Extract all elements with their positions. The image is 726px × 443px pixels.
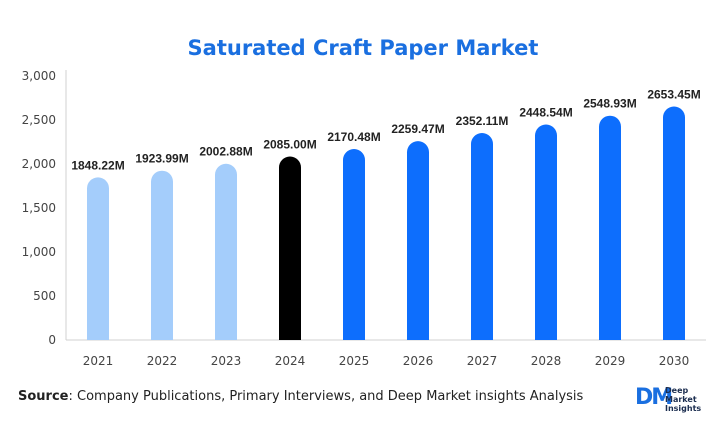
bar <box>215 163 237 340</box>
x-tick-label: 2029 <box>595 354 626 368</box>
bar-chart: 0 500 1,000 1,500 2,000 2,500 3,000 1848.22M 202… <box>22 69 706 368</box>
y-tick-label: 1,500 <box>22 201 56 215</box>
y-tick-label: 500 <box>33 289 56 303</box>
source-note: Source: Company Publications, Primary In… <box>18 389 583 404</box>
brand-logo: DM Deep Market Insights <box>635 385 717 415</box>
x-tick-label: 2021 <box>83 354 114 368</box>
bar <box>87 177 109 340</box>
data-label: 2085.00M <box>263 138 316 152</box>
bar <box>471 133 493 340</box>
bar <box>599 115 621 340</box>
source-text: : Company Publications, Primary Intervie… <box>68 389 584 404</box>
data-label: 2002.88M <box>199 145 252 159</box>
bar <box>407 141 429 340</box>
y-tick-label: 1,000 <box>22 245 56 259</box>
data-label: 2170.48M <box>327 130 380 144</box>
bar <box>279 156 301 340</box>
y-tick-label: 2,000 <box>22 157 56 171</box>
brand-monogram: DM <box>635 385 673 410</box>
y-tick-label: 3,000 <box>22 69 56 83</box>
x-tick-label: 2026 <box>403 354 434 368</box>
x-tick-label: 2023 <box>211 354 242 368</box>
brand-name-line-1: Deep <box>665 386 689 395</box>
x-tick-label: 2024 <box>275 354 306 368</box>
data-label: 2448.54M <box>519 106 572 120</box>
bar <box>535 124 557 340</box>
data-label: 2352.11M <box>456 114 509 128</box>
x-tick-label: 2030 <box>659 354 690 368</box>
data-label: 1848.22M <box>71 158 124 172</box>
y-tick-label: 2,500 <box>22 113 56 127</box>
brand-name: Deep Market Insights <box>665 386 701 413</box>
data-label: 2259.47M <box>391 122 444 136</box>
data-label: 2653.45M <box>647 87 700 101</box>
data-label: 2548.93M <box>583 97 636 111</box>
brand-name-line-3: Insights <box>665 404 702 413</box>
bar <box>151 170 173 340</box>
bar <box>663 106 685 340</box>
x-tick-label: 2025 <box>339 354 370 368</box>
x-tick-label: 2027 <box>467 354 498 368</box>
brand-name-line-2: Market <box>665 395 697 404</box>
x-tick-label: 2028 <box>531 354 562 368</box>
y-tick-label: 0 <box>48 333 56 347</box>
data-label: 1923.99M <box>135 152 188 166</box>
bar <box>343 148 365 340</box>
source-label: Source <box>18 389 69 404</box>
x-tick-label: 2022 <box>147 354 178 368</box>
chart-title: Saturated Craft Paper Market <box>187 36 539 60</box>
